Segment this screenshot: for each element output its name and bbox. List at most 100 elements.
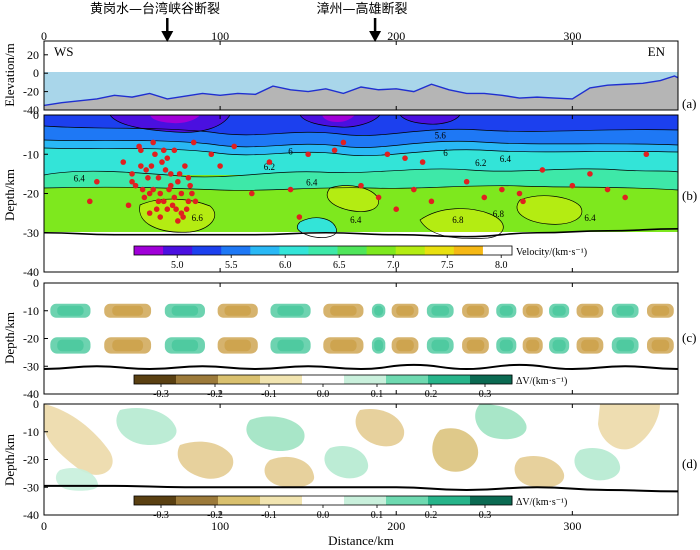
y-tick-label: -20 [23,453,39,467]
colorbar-tick-label: 6.5 [333,260,346,271]
checker-cell-core [57,305,84,316]
anomaly-neg-3 [355,408,405,447]
contour-6.8-far [516,195,583,225]
colorbar-tick-label: 0.2 [425,510,438,521]
contour-label: 6.4 [350,215,362,225]
panel-b-moho-line [43,228,679,238]
earthquake-point [208,151,215,158]
panel-d-colorbar: -0.3 -0.2 -0.1 0.0 0.1 0.2 0.3 ΔV/(km·s⁻¹) [133,495,567,521]
colorbar-tick-label: 0.0 [317,510,330,521]
panel-b-contours [44,115,678,239]
contour-label: 6.4 [500,154,512,164]
anomaly-neg-1 [44,404,113,475]
fault-annotations: 黄岗水—台湾峡谷断裂 漳州—高雄断裂 [90,1,408,42]
colorbar-swatch [428,496,471,505]
checker-cell-core [466,339,485,352]
y-tick-label: 0 [33,397,39,411]
checker-cell-core [277,305,304,316]
earthquake-point [393,206,400,212]
colorbar-swatch [176,496,219,505]
earthquake-point [162,167,169,173]
earthquake-point [190,139,197,146]
earthquake-point [146,210,153,216]
earthquake-point [150,186,156,193]
fault-label-zhangzhou: 漳州—高雄断裂 [316,1,407,17]
colorbar-swatch [192,246,222,255]
earthquake-point [171,147,178,154]
earthquake-point [249,190,255,197]
earthquake-point [187,182,193,189]
earthquake-point [182,163,188,169]
earthquake-point [148,163,155,169]
y-tick-label: -40 [23,103,39,117]
colorbar-swatch [395,246,426,255]
anomaly-neg-2 [177,441,234,479]
contour-label: 6 [288,146,293,156]
fault-arrow-zhangzhou [369,18,382,42]
anomaly-pos-3 [324,445,369,479]
fault-arrow-huanggangshui [161,18,174,42]
y-tick-label: -40 [23,265,39,279]
colorbar-swatch [337,246,368,255]
fault-arrow-head [369,31,382,42]
colorbar-swatch [453,246,484,255]
earthquake-point [411,186,417,193]
earthquake-point [143,167,149,173]
colorbar-swatch [250,246,280,255]
panel-b-band-6.4 [44,168,678,191]
anomaly-pos-5 [574,447,621,481]
earthquake-point [139,186,146,193]
earthquake-point [520,198,526,205]
panel-d-letter: (d) [682,456,697,471]
colorbar-tick-label: 0.1 [371,389,384,400]
earthquake-point [604,186,611,193]
colorbar-swatch [260,375,303,384]
y-tick-label: -20 [23,332,39,346]
earthquake-point [132,182,139,189]
colorbar-swatch [470,496,513,505]
colorbar-tick-label: 5.5 [225,260,238,271]
y-tick-label: -10 [23,147,39,161]
y-tick-label: 0 [33,108,39,122]
panel-c-checker-cells [50,303,674,354]
earthquake-point [340,139,347,146]
earthquake-point [331,147,338,154]
colorbar-frame [133,245,513,256]
x-axis-ticks: 0 100 200 300 0 100 200 300 [41,29,581,533]
checker-cell-core [616,339,634,352]
colorbar-swatch [302,375,345,384]
x-axis-label: Distance/km [328,533,394,548]
x-tick-label-top: 0 [41,29,47,43]
colorbar-swatch [218,496,261,505]
panel-d-y-ticks: -40 -30 -20 -10 0 [23,397,48,522]
earthquake-point [175,218,181,224]
checker-cell-core [526,305,540,316]
earthquake-point [178,210,185,216]
earthquake-point [402,155,408,161]
earthquake-point [164,155,171,161]
fault-arrow-head [161,31,174,42]
earthquake-point [141,194,148,201]
earthquake-point [125,202,132,209]
earthquake-point [358,182,364,189]
earthquake-point [168,171,174,177]
earthquake-point [129,178,135,185]
colorbar-tick-label: 7.0 [387,260,400,271]
earthquake-point [643,151,650,158]
earthquake-point [94,178,100,185]
colorbar-tick-label: 0.3 [479,389,492,400]
x-tick-label: 200 [387,519,405,533]
colorbar-swatch [218,375,261,384]
anomaly-neg-4 [432,428,479,472]
contour-label: 6.8 [452,215,464,225]
checker-cell-core [651,305,670,316]
x-tick-label: 0 [41,519,47,533]
checker-cell-core [112,339,144,352]
earthquake-point [622,194,628,201]
panel-b-surface-purple-2 [150,115,200,124]
earthquake-point [152,151,158,158]
y-tick-label: -30 [23,226,39,240]
contour-6.2 [44,168,678,178]
colorbar-swatch [302,496,345,505]
